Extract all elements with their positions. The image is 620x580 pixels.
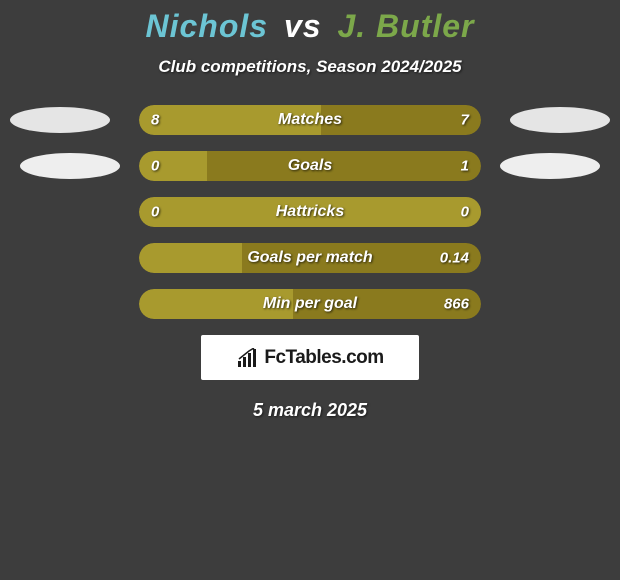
player2-badge	[510, 107, 610, 133]
logo-text: FcTables.com	[264, 347, 383, 369]
stat-value-right: 0	[461, 204, 469, 221]
stat-row: Goals0 1	[0, 151, 620, 181]
stat-label: Goals per match	[139, 249, 481, 267]
stat-row: Min per goal866	[0, 289, 620, 319]
stats-area: Matches87Goals01Hattricks00Goals per mat…	[0, 105, 620, 319]
stat-value-left: 0	[151, 158, 159, 175]
player2-name: J. Butler	[337, 8, 474, 44]
stat-bar: Goals0 1	[139, 151, 481, 181]
player2-badge	[500, 153, 600, 179]
stat-value-right: 7	[461, 112, 469, 129]
player1-badge	[20, 153, 120, 179]
subtitle: Club competitions, Season 2024/2025	[0, 57, 620, 77]
chart-icon	[236, 348, 260, 368]
stat-bar: Goals per match0.14	[139, 243, 481, 273]
player1-badge	[10, 107, 110, 133]
stat-label: Min per goal	[139, 295, 481, 313]
stat-bar: Hattricks0 0	[139, 197, 481, 227]
logo-box[interactable]: FcTables.com	[201, 335, 419, 380]
stat-value-right: 866	[444, 296, 469, 313]
stat-row: Hattricks0 0	[0, 197, 620, 227]
stat-row: Matches8 7	[0, 105, 620, 135]
stat-row: Goals per match0.14	[0, 243, 620, 273]
stat-value-left: 0	[151, 204, 159, 221]
stat-label: Matches	[139, 111, 481, 129]
stat-label: Hattricks	[139, 203, 481, 221]
vs-text: vs	[284, 8, 322, 44]
stat-value-left: 8	[151, 112, 159, 129]
stat-value-right: 1	[461, 158, 469, 175]
stat-label: Goals	[139, 157, 481, 175]
title: Nichols vs J. Butler	[0, 8, 620, 45]
stat-value-right: 0.14	[440, 250, 469, 267]
comparison-widget: Nichols vs J. Butler Club competitions, …	[0, 0, 620, 421]
date-text: 5 march 2025	[0, 400, 620, 421]
stat-bar: Min per goal866	[139, 289, 481, 319]
logo-inner: FcTables.com	[236, 347, 383, 369]
player1-name: Nichols	[146, 8, 269, 44]
stat-bar: Matches8 7	[139, 105, 481, 135]
